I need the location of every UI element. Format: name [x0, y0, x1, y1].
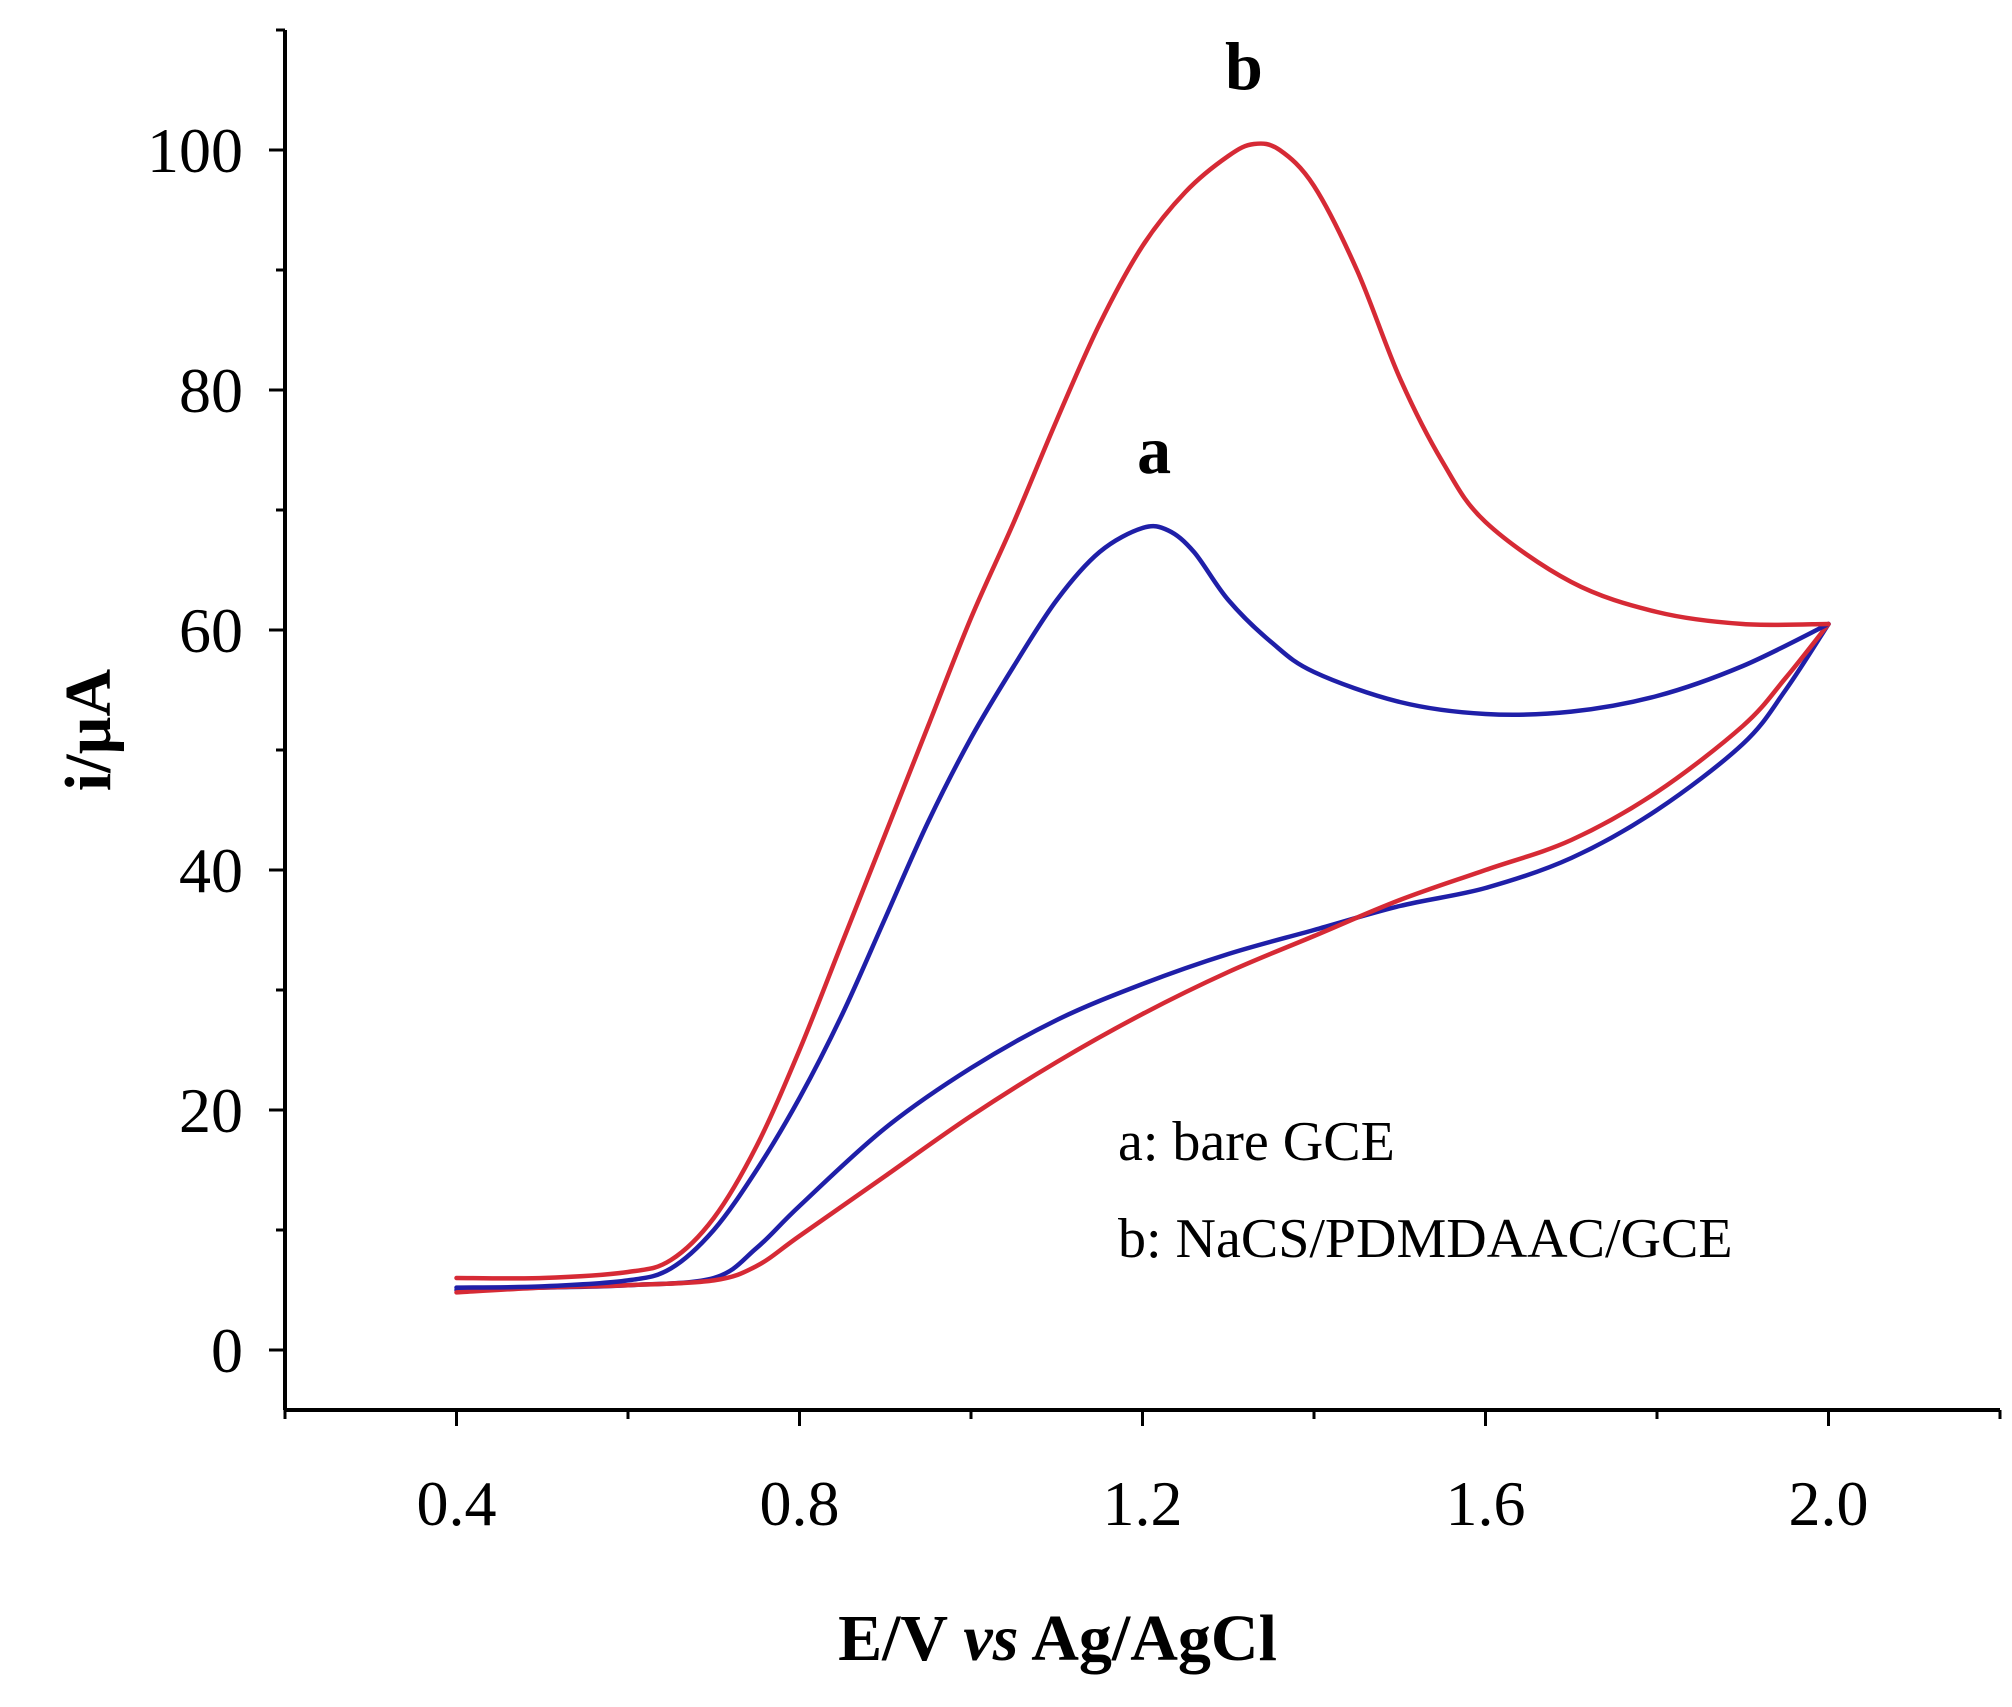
- y-axis-title: i/µA: [52, 668, 125, 791]
- x-axis-title-italic: vs: [963, 1602, 1018, 1675]
- annotations: ab: [1137, 28, 1263, 488]
- y-tick-label: 80: [179, 355, 243, 426]
- x-tick-label: 0.8: [760, 1468, 840, 1539]
- peak-label-a: a: [1137, 412, 1171, 488]
- series-layer: [454, 141, 1831, 1295]
- x-tick-label: 0.4: [417, 1468, 497, 1539]
- legend-entry-a: a: bare GCE: [1118, 1111, 1395, 1173]
- y-tick-label: 0: [211, 1315, 243, 1386]
- x-tick-label: 1.6: [1446, 1468, 1526, 1539]
- ticks: 0 20 40 60 80 100 0.4 0.8 1.2 1.6 2.0: [147, 28, 2002, 1539]
- x-axis-title-prefix: E/V: [838, 1602, 963, 1675]
- series-b-forward-line: [454, 141, 1831, 1281]
- peak-label-b: b: [1225, 28, 1263, 104]
- x-tick-label: 1.2: [1103, 1468, 1183, 1539]
- y-tick-label: 60: [179, 595, 243, 666]
- x-axis-title: E/V vs Ag/AgCl: [838, 1602, 1277, 1675]
- y-tick-label: 100: [147, 115, 243, 186]
- series-a-forward-line: [454, 523, 1831, 1290]
- x-tick-label: 2.0: [1789, 1468, 1869, 1539]
- axes: [283, 30, 2000, 1412]
- series-b-reverse-line: [454, 621, 1831, 1295]
- x-axis-title-suffix: Ag/AgCl: [1018, 1602, 1277, 1675]
- legend-entry-b: b: NaCS/PDMDAAC/GCE: [1118, 1208, 1733, 1270]
- legend: a: bare GCE b: NaCS/PDMDAAC/GCE: [1118, 1111, 1733, 1270]
- y-tick-label: 20: [179, 1075, 243, 1146]
- series-a-reverse-line: [454, 621, 1831, 1293]
- y-tick-label: 40: [179, 835, 243, 906]
